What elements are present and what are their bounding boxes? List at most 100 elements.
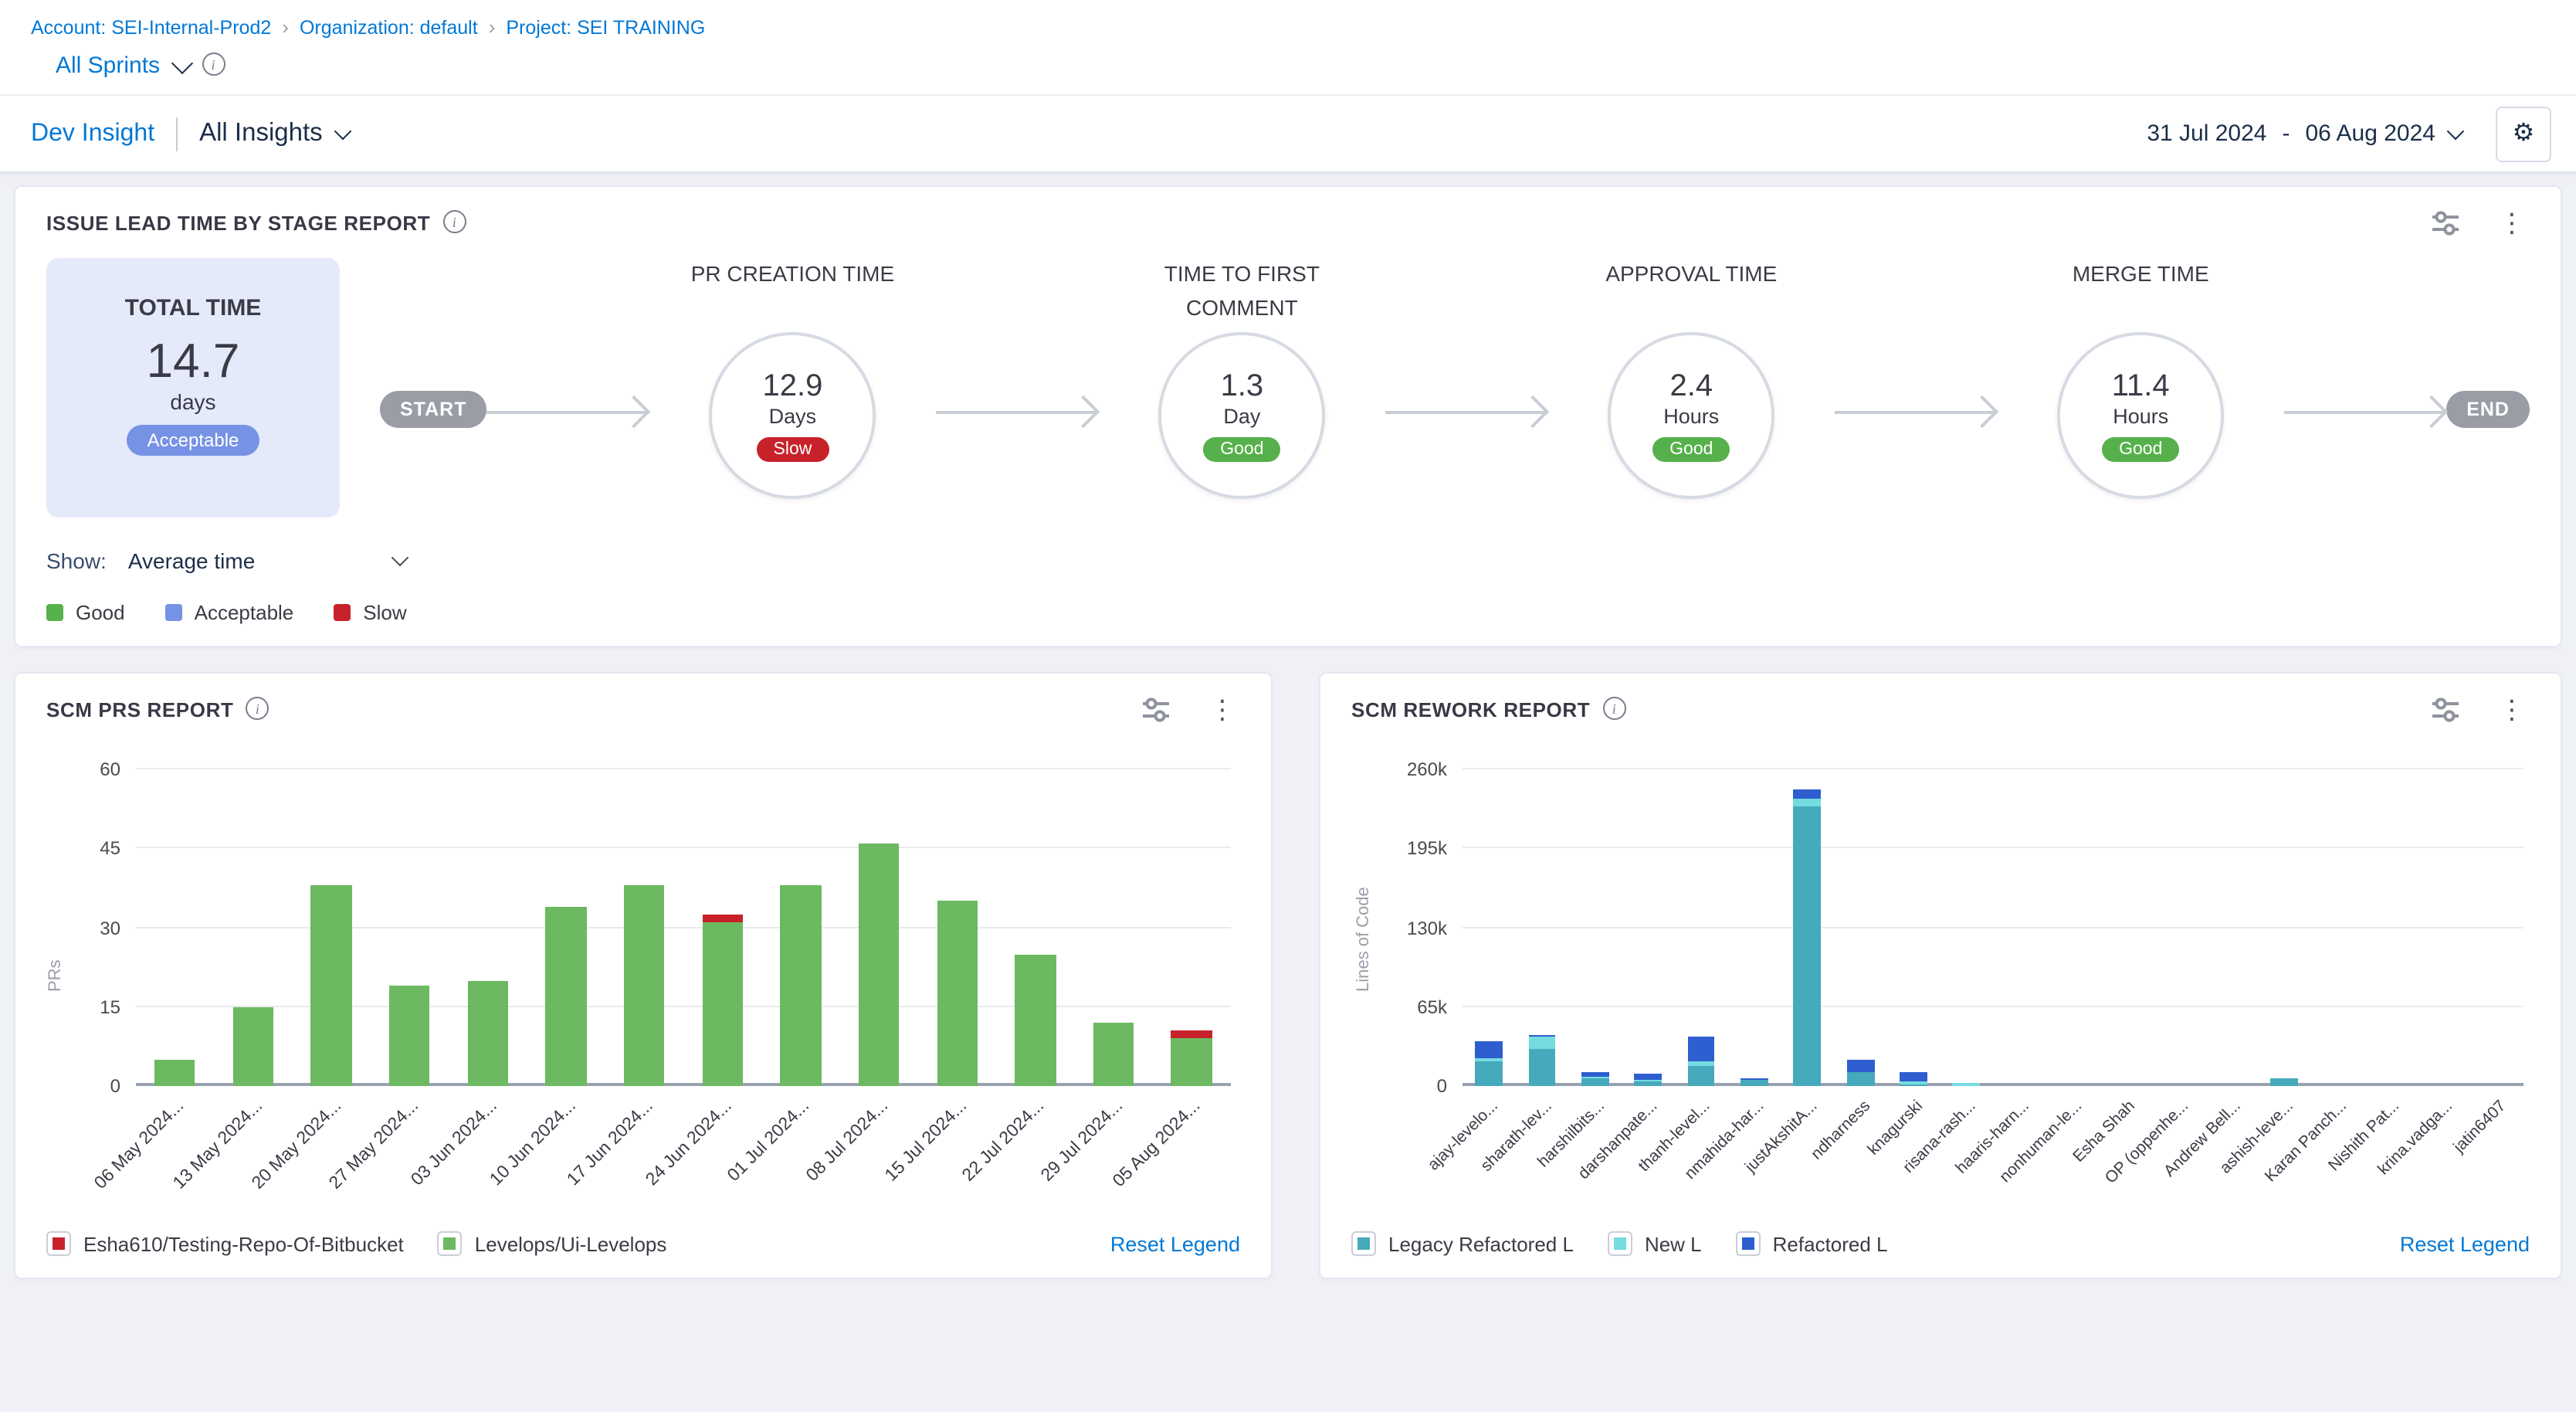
bar-ajay-levelo[interactable] — [1476, 769, 1503, 1086]
bar-slot-27-may-2024 — [371, 769, 449, 1086]
bar-jatin6407[interactable] — [2483, 769, 2511, 1086]
bar-slot-29-jul-2024 — [1074, 769, 1152, 1086]
bar-segment-new-l — [1528, 1037, 1556, 1050]
bar-03-jun-2024[interactable] — [467, 769, 508, 1086]
bar-segment-refactored-l — [1900, 1071, 1927, 1081]
legend-item-legacy-refactored-l[interactable]: Legacy Refactored L — [1351, 1231, 1574, 1256]
dev-insight-link[interactable]: Dev Insight — [31, 120, 154, 148]
bar-24-jun-2024[interactable] — [702, 769, 743, 1086]
sprint-selector[interactable]: All Sprints — [56, 53, 160, 79]
bar-ndharness[interactable] — [1846, 769, 1874, 1086]
bar-thanh-level[interactable] — [1687, 769, 1715, 1086]
info-icon[interactable]: i — [202, 53, 225, 76]
bar-slot-haaris-harn — [1993, 769, 2046, 1086]
legend-item-slow[interactable]: Slow — [334, 601, 406, 624]
stage-circle: 11.4HoursGood — [2057, 332, 2224, 499]
bar-10-jun-2024[interactable] — [546, 769, 587, 1086]
settings-button[interactable]: ⚙ — [2496, 106, 2551, 161]
legend-item-refactored-l[interactable]: Refactored L — [1736, 1231, 1888, 1256]
bar-risana-rash[interactable] — [1953, 769, 1981, 1086]
bar-segment-levelops-ui-levelops — [1171, 1039, 1212, 1087]
bar-slot-darshanpate — [1622, 769, 1675, 1086]
breadcrumb-link-account[interactable]: Account: SEI-Internal-Prod2 — [31, 16, 271, 38]
bar-29-jul-2024[interactable] — [1093, 769, 1134, 1086]
reset-legend-link[interactable]: Reset Legend — [2400, 1232, 2530, 1255]
info-icon[interactable]: i — [1602, 697, 1625, 720]
bar-esha-shah[interactable] — [2112, 769, 2140, 1086]
bar-op-oppenhe[interactable] — [2164, 769, 2192, 1086]
scm-prs-panel: SCM PRS REPORT i ⋮ PRs 015304560 — [14, 672, 1273, 1279]
show-dropdown[interactable]: Average time — [128, 548, 406, 573]
bar-27-may-2024[interactable] — [389, 769, 430, 1086]
insight-header-row: Dev Insight All Insights 31 Jul 2024 - 0… — [0, 96, 2576, 171]
bar-knagurski[interactable] — [1900, 769, 1927, 1086]
bar-slot-jatin6407 — [2470, 769, 2523, 1086]
breadcrumb-separator: › — [282, 15, 289, 39]
bar-08-jul-2024[interactable] — [859, 769, 900, 1086]
bar-15-jul-2024[interactable] — [937, 769, 978, 1086]
bar-17-jun-2024[interactable] — [624, 769, 665, 1086]
rating-legend: Good Acceptable Slow — [46, 601, 2530, 624]
x-axis-label: jatin6407 — [2470, 1086, 2523, 1213]
bar-nishith-pat[interactable] — [2377, 769, 2405, 1086]
bar-nmahida-har[interactable] — [1740, 769, 1768, 1086]
info-icon[interactable]: i — [246, 697, 269, 720]
more-menu-icon[interactable]: ⋮ — [2494, 697, 2530, 723]
bar-justakshita[interactable] — [1794, 769, 1822, 1086]
legend-label: Slow — [363, 601, 406, 624]
bar-sharath-lev[interactable] — [1528, 769, 1556, 1086]
legend-item-new-l[interactable]: New L — [1608, 1231, 1702, 1256]
legend-item-levelops-ui-levelops[interactable]: Levelops/Ui-Levelops — [438, 1231, 667, 1256]
issue-lead-time-panel: ISSUE LEAD TIME BY STAGE REPORT i ⋮ TOTA… — [14, 185, 2562, 647]
bar-13-may-2024[interactable] — [233, 769, 274, 1086]
bar-darshanpate[interactable] — [1635, 769, 1663, 1086]
bar-slot-nonhuman-le — [2046, 769, 2100, 1086]
breadcrumb-link-project[interactable]: Project: SEI TRAINING — [506, 16, 705, 38]
bar-01-jul-2024[interactable] — [781, 769, 822, 1086]
bar-krina-vadga[interactable] — [2430, 769, 2458, 1086]
legend-item-esha610-testing-repo-of-bitbucket[interactable]: Esha610/Testing-Repo-Of-Bitbucket — [46, 1231, 404, 1256]
bar-segment-legacy-refactored-l — [1740, 1080, 1768, 1086]
legend-chip — [438, 1231, 463, 1256]
insight-selector[interactable]: All Insights — [199, 119, 323, 148]
bar-05-aug-2024[interactable] — [1171, 769, 1212, 1086]
stage-unit: Day — [1223, 405, 1260, 428]
bar-ashish-leve[interactable] — [2271, 769, 2299, 1086]
y-axis-tick: 260k — [1407, 759, 1447, 780]
filter-sliders-icon[interactable] — [1141, 697, 1171, 723]
legend-label: Good — [76, 601, 125, 624]
bar-slot-nmahida-har — [1727, 769, 1781, 1086]
filter-sliders-icon[interactable] — [2431, 210, 2460, 236]
bar-haaris-harn[interactable] — [2005, 769, 2033, 1086]
bar-nonhuman-le[interactable] — [2059, 769, 2086, 1086]
date-range-selector[interactable]: 31 Jul 2024 - 06 Aug 2024 — [2147, 120, 2462, 147]
legend-item-good[interactable]: Good — [46, 601, 125, 624]
stage-pr-creation-time: PR CREATION TIME12.9DaysSlow — [649, 258, 936, 499]
bar-segment-refactored-l — [1794, 789, 1822, 799]
more-menu-icon[interactable]: ⋮ — [1205, 697, 1240, 723]
legend-item-acceptable[interactable]: Acceptable — [165, 601, 294, 624]
bar-harshilbits[interactable] — [1581, 769, 1609, 1086]
breadcrumb-link-organization[interactable]: Organization: default — [300, 16, 478, 38]
legend-chip — [1608, 1231, 1632, 1256]
bar-06-may-2024[interactable] — [154, 769, 195, 1086]
legend-label: Acceptable — [195, 601, 294, 624]
bar-andrew-bell[interactable] — [2218, 769, 2246, 1086]
more-menu-icon[interactable]: ⋮ — [2494, 210, 2530, 236]
reset-legend-link[interactable]: Reset Legend — [1110, 1232, 1240, 1255]
bar-22-jul-2024[interactable] — [1015, 769, 1056, 1086]
bar-segment-refactored-l — [1846, 1059, 1874, 1071]
y-axis-title: PRs — [46, 959, 65, 991]
bar-slot-17-jun-2024 — [605, 769, 683, 1086]
flow-arrow-icon — [487, 411, 649, 414]
legend-label: Levelops/Ui-Levelops — [475, 1232, 667, 1255]
bar-20-may-2024[interactable] — [311, 769, 352, 1086]
filter-sliders-icon[interactable] — [2431, 697, 2460, 723]
bar-karan-panch[interactable] — [2324, 769, 2352, 1086]
bar-segment-refactored-l — [1687, 1037, 1715, 1062]
divider — [176, 117, 178, 151]
stage-flow-track: START PR CREATION TIME12.9DaysSlowTIME T… — [380, 258, 2530, 518]
plot-area: 065k130k195k260k — [1463, 769, 2523, 1086]
info-icon[interactable]: i — [442, 210, 466, 233]
x-axis-labels: ajay-levelo...sharath-lev...harshilbits.… — [1463, 1086, 2523, 1213]
